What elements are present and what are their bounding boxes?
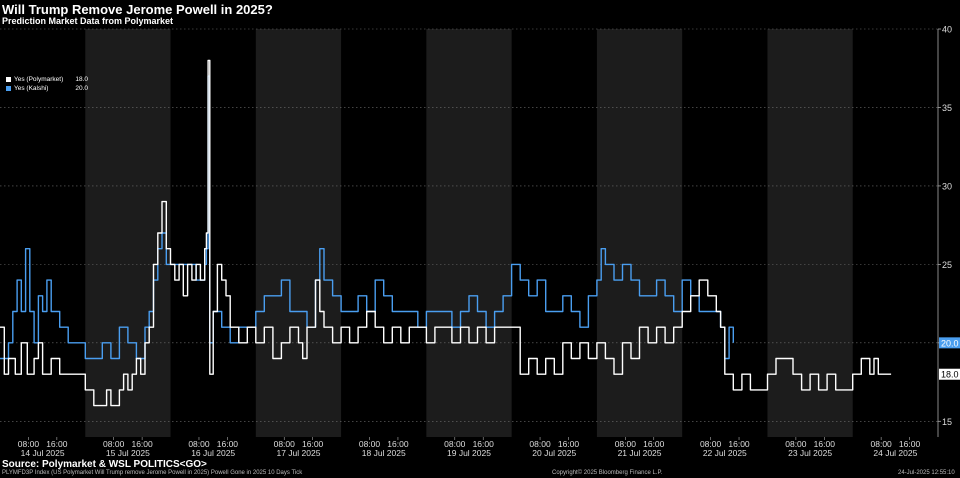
x-day-label: 15 Jul 2025 bbox=[106, 448, 150, 458]
x-hour-label: 16:00 bbox=[131, 439, 153, 449]
x-day-label: 20 Jul 2025 bbox=[532, 448, 576, 458]
x-hour-label: 16:00 bbox=[302, 439, 324, 449]
x-hour-label: 08:00 bbox=[188, 439, 210, 449]
x-hour-label: 16:00 bbox=[728, 439, 750, 449]
y-tick-label: 15 bbox=[942, 417, 952, 427]
last-value-labels: 20.0 18.0 bbox=[939, 337, 960, 380]
x-hour-label: 16:00 bbox=[217, 439, 239, 449]
x-hour-label: 08:00 bbox=[359, 439, 381, 449]
x-hour-label: 08:00 bbox=[785, 439, 807, 449]
legend-label: Yes (Polymarket) bbox=[14, 76, 64, 83]
x-day-label: 23 Jul 2025 bbox=[788, 448, 832, 458]
chart-title: Will Trump Remove Jerome Powell in 2025? bbox=[2, 2, 273, 17]
x-day-label: 21 Jul 2025 bbox=[618, 448, 662, 458]
x-hour-label: 16:00 bbox=[899, 439, 921, 449]
x-hour-label: 16:00 bbox=[814, 439, 836, 449]
day-band bbox=[255, 29, 342, 437]
legend-value: 20.0 bbox=[75, 85, 88, 92]
x-hour-label: 08:00 bbox=[529, 439, 551, 449]
last-value-polymarket: 18.0 bbox=[941, 370, 959, 380]
series-lines bbox=[0, 59, 892, 407]
x-hour-label: 08:00 bbox=[615, 439, 637, 449]
x-hour-label: 08:00 bbox=[444, 439, 466, 449]
day-band bbox=[426, 29, 512, 437]
x-hour-label: 08:00 bbox=[18, 439, 40, 449]
day-band bbox=[596, 29, 683, 437]
x-day-label: 24 Jul 2025 bbox=[873, 448, 917, 458]
x-day-label: 19 Jul 2025 bbox=[447, 448, 491, 458]
x-hour-label: 16:00 bbox=[643, 439, 665, 449]
day-shading-bands bbox=[85, 29, 853, 437]
x-hour-label: 16:00 bbox=[46, 439, 68, 449]
series-line-polymarket bbox=[0, 59, 892, 407]
x-hour-label: 08:00 bbox=[871, 439, 893, 449]
footer-index-description: PLYMFD3P Index (US Polymarket Will Trump… bbox=[2, 470, 303, 476]
legend: Yes (Polymarket) 18.0 Yes (Kalshi) 20.0 bbox=[6, 75, 88, 93]
x-hour-label: 16:00 bbox=[473, 439, 495, 449]
x-day-label: 22 Jul 2025 bbox=[703, 448, 747, 458]
y-tick-label: 25 bbox=[942, 260, 952, 270]
x-hour-label: 16:00 bbox=[558, 439, 580, 449]
x-hour-label: 08:00 bbox=[700, 439, 722, 449]
y-tick-label: 40 bbox=[942, 25, 952, 35]
day-band bbox=[767, 29, 853, 437]
legend-label: Yes (Kalshi) bbox=[14, 85, 49, 92]
x-day-label: 14 Jul 2025 bbox=[21, 448, 65, 458]
x-day-label: 18 Jul 2025 bbox=[362, 448, 406, 458]
series-line-kalshi bbox=[0, 75, 734, 360]
x-hour-label: 08:00 bbox=[274, 439, 296, 449]
legend-value: 18.0 bbox=[75, 76, 88, 83]
footer-timestamp: 24-Jul-2025 12:55:10 bbox=[898, 470, 955, 476]
last-value-kalshi: 20.0 bbox=[941, 338, 959, 348]
source-note: Source: Polymarket & WSL POLITICS<GO> bbox=[2, 459, 207, 470]
day-band bbox=[85, 29, 171, 437]
y-axis-labels: 152025303540 bbox=[942, 25, 952, 427]
footer-copyright: Copyright© 2025 Bloomberg Finance L.P. bbox=[552, 470, 663, 476]
last-value-tag-kalshi bbox=[939, 337, 960, 349]
y-tick-label: 35 bbox=[942, 103, 952, 113]
x-hour-label: 08:00 bbox=[103, 439, 125, 449]
x-hour-label: 16:00 bbox=[387, 439, 409, 449]
legend-item-kalshi[interactable]: Yes (Kalshi) 20.0 bbox=[6, 84, 88, 93]
legend-item-polymarket[interactable]: Yes (Polymarket) 18.0 bbox=[6, 75, 88, 84]
last-value-tag-polymarket bbox=[939, 368, 960, 380]
chart-subtitle: Prediction Market Data from Polymarket bbox=[2, 16, 174, 26]
x-day-label: 17 Jul 2025 bbox=[276, 448, 320, 458]
y-tick-label: 30 bbox=[942, 181, 952, 191]
x-day-label: 16 Jul 2025 bbox=[191, 448, 235, 458]
legend-swatch-kalshi bbox=[6, 86, 11, 91]
legend-swatch-polymarket bbox=[6, 77, 11, 82]
